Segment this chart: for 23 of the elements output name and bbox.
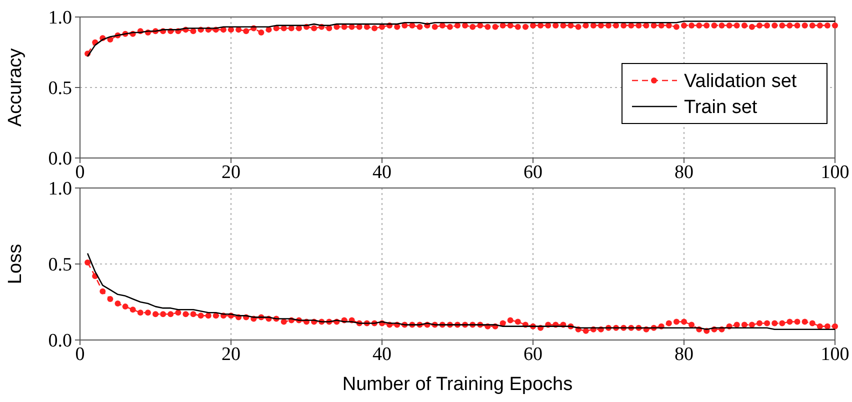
- x-tick-label: 0: [75, 344, 85, 365]
- x-tick-label: 40: [372, 162, 392, 183]
- x-tick-label: 60: [524, 344, 542, 365]
- y-tick-label: 0.0: [48, 330, 72, 352]
- y-tick-label: 1.0: [48, 178, 72, 200]
- x-tick-label: 80: [674, 344, 694, 365]
- x-tick-label: 0: [75, 162, 85, 183]
- y-tick-label: 0.5: [48, 254, 72, 276]
- x-tick-label: 60: [524, 162, 542, 183]
- x-tick-label: 80: [674, 162, 694, 183]
- x-tick-label: 100: [820, 162, 850, 183]
- x-tick-label: 40: [372, 344, 392, 365]
- y-axis-title: Accuracy: [5, 48, 26, 127]
- y-axis-title: Loss: [5, 244, 26, 284]
- legend-label: Validation set: [684, 71, 798, 92]
- x-axis-title: Number of Training Epochs: [342, 374, 573, 395]
- y-tick-label: 1.0: [48, 8, 72, 29]
- x-tick-label: 20: [222, 344, 240, 365]
- legend-label: Train set: [684, 97, 758, 118]
- y-tick-label: 0.0: [48, 148, 72, 170]
- x-tick-label: 100: [820, 344, 850, 365]
- x-tick-label: 20: [222, 162, 240, 183]
- y-tick-label: 0.5: [48, 78, 72, 100]
